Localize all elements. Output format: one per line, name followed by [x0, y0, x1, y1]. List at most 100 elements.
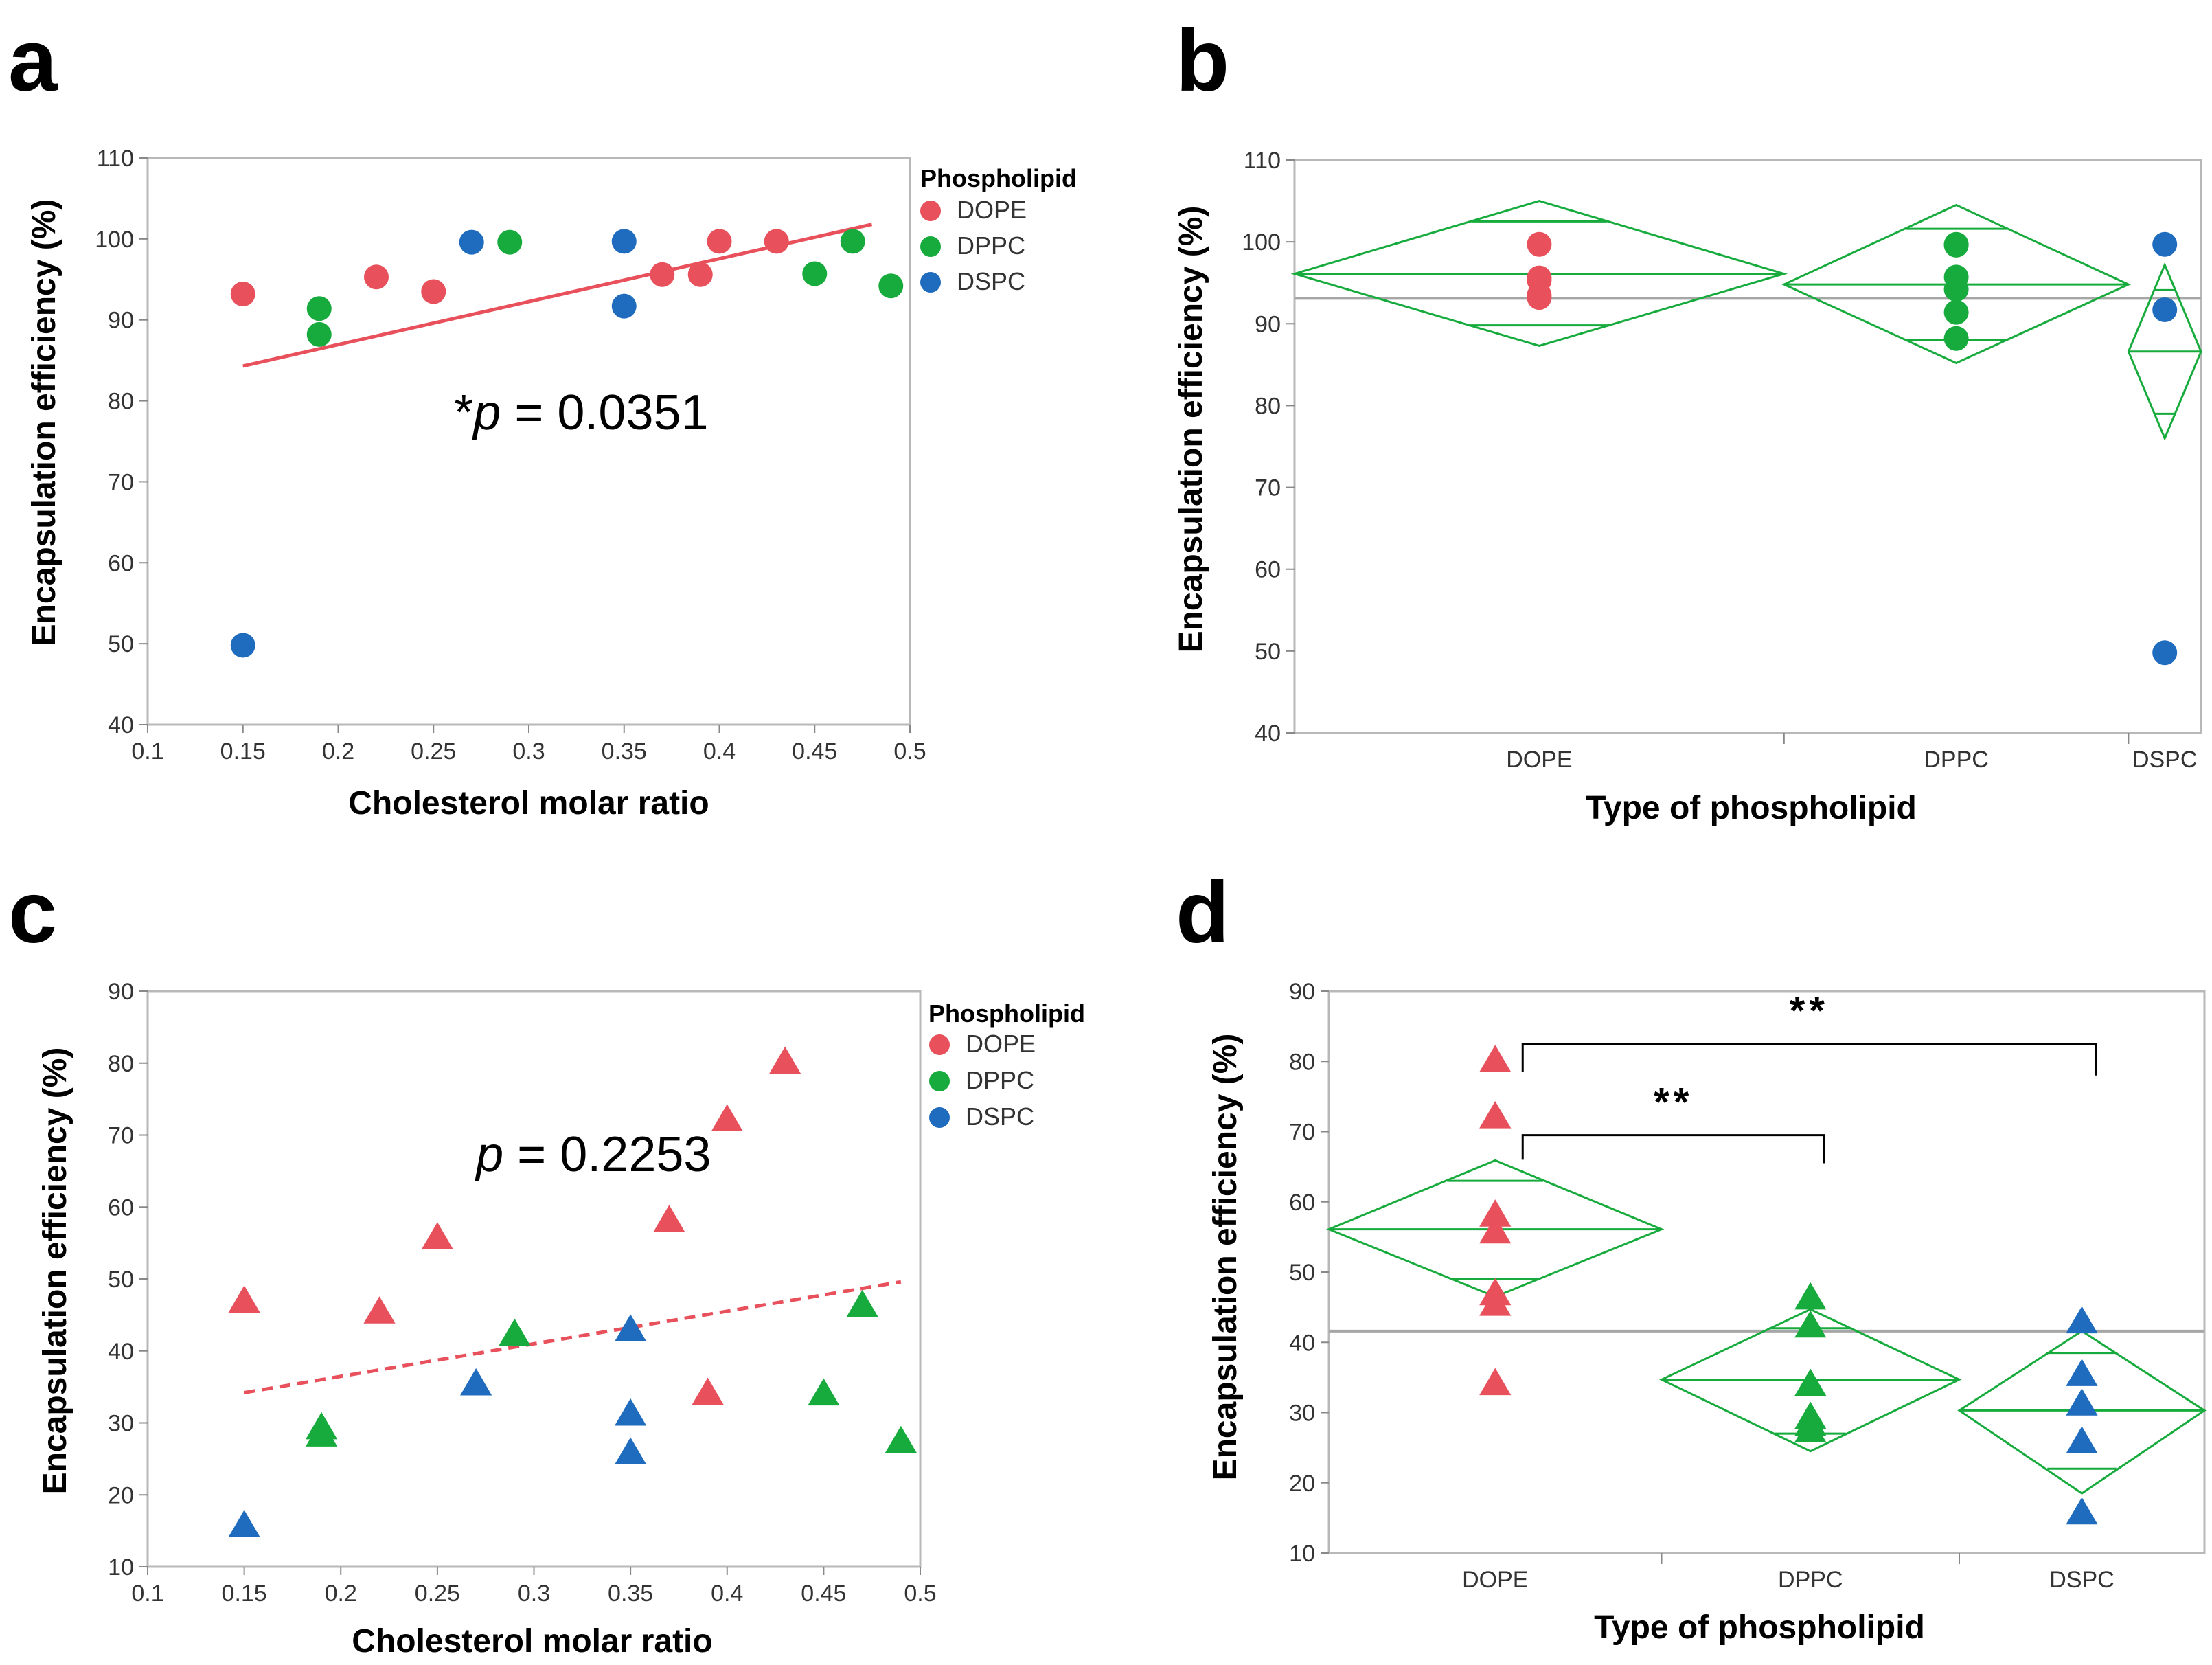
- data-point-dope: [1479, 1199, 1512, 1227]
- y-axis-title-a: Encapsulation efficiency (%): [26, 199, 62, 646]
- data-point-dspc: [228, 1510, 260, 1537]
- p-value-p-a: p: [472, 385, 501, 440]
- data-point-dope: [1527, 231, 1552, 257]
- data-point-dppc: [306, 1419, 338, 1447]
- legend-label-dope: DOPE: [957, 196, 1027, 224]
- data-point-dppc: [846, 1289, 878, 1317]
- y-tick-label: 80: [1289, 1049, 1315, 1075]
- y-tick-label: 20: [108, 1482, 134, 1508]
- data-point-dope: [421, 1222, 453, 1249]
- x-tick-label: 0.2: [325, 1581, 357, 1607]
- y-tick-label: 90: [1255, 311, 1281, 337]
- x-tick-label: 0.3: [518, 1581, 550, 1607]
- data-point-dspc: [2152, 640, 2178, 666]
- y-tick-label: 60: [108, 550, 134, 576]
- x-category-label-dppc: DPPC: [1924, 747, 1988, 773]
- y-tick-label: 80: [1255, 393, 1281, 419]
- data-point-dspc: [2066, 1388, 2098, 1416]
- y-tick-label: 70: [108, 469, 134, 495]
- x-axis-title-b: Type of phospholipid: [1586, 790, 1917, 826]
- data-point-dope: [1527, 285, 1552, 310]
- y-tick-label: 70: [1289, 1120, 1315, 1146]
- p-value-star-a: *: [454, 385, 473, 440]
- data-point-dppc: [885, 1425, 917, 1453]
- data-point-dppc: [497, 229, 523, 255]
- y-tick-label: 60: [108, 1194, 134, 1221]
- data-point-dppc: [878, 273, 904, 299]
- legend-marker-dppc: [929, 1071, 950, 1091]
- panel-b: b 40 50 60 70 80 90 100 110 DOPE DPPC DSPC Type of…: [1173, 12, 2202, 826]
- x-category-label-dspc: DSPC: [2049, 1567, 2114, 1593]
- y-tick-label: 50: [108, 631, 134, 657]
- legend-label-dope: DOPE: [966, 1030, 1036, 1058]
- data-point-dppc: [1943, 232, 1969, 258]
- y-tick-label: 40: [1255, 721, 1281, 747]
- p-value-text-c: = 0.2253: [503, 1127, 711, 1182]
- data-points-c: [228, 1046, 917, 1537]
- data-point-dspc: [2066, 1359, 2098, 1386]
- panel-a: a 40 50 60 70 80 90 100 110 0.1 0.15 0.2 0.25 0.3 0.3…: [8, 12, 1077, 822]
- plot-frame-b: [1293, 159, 2202, 734]
- y-tick-label: 30: [108, 1411, 134, 1437]
- significance-bracket: **: [1521, 989, 2097, 1076]
- x-category-label-dppc: DPPC: [1778, 1567, 1843, 1593]
- y-axis-title-c: Encapsulation efficiency (%): [37, 1047, 73, 1495]
- y-tick-label: 50: [108, 1267, 134, 1293]
- x-axis-title-a: Cholesterol molar ratio: [348, 785, 709, 822]
- legend-c: DOPE DPPC DSPC: [929, 1030, 1036, 1131]
- bracket-line: [1521, 1043, 2097, 1076]
- legend-title-c: Phospholipid: [928, 999, 1085, 1028]
- p-value-p-c: p: [475, 1127, 503, 1182]
- data-point-dope: [364, 264, 389, 290]
- axis-ticks-b: 40 50 60 70 80 90 100 110 DOPE DPPC DSPC: [1242, 148, 2197, 773]
- p-value-text-a: = 0.0351: [501, 385, 708, 440]
- data-point-dope: [1479, 1101, 1512, 1129]
- data-points-a: [230, 223, 904, 658]
- data-point-dppc: [306, 321, 332, 347]
- x-tick-label: 0.2: [322, 738, 354, 764]
- y-tick-label: 90: [108, 308, 134, 334]
- legend-marker-dspc: [920, 272, 941, 293]
- panel-label-b: b: [1176, 12, 1229, 110]
- data-point-dope: [764, 229, 789, 254]
- data-point-dppc: [1794, 1415, 1827, 1442]
- y-tick-label: 80: [108, 1051, 134, 1077]
- y-tick-label: 70: [1255, 475, 1281, 501]
- x-tick-label: 0.45: [801, 1581, 846, 1607]
- axis-ticks-d: 10 20 30 40 50 60 70 80 90 DOPE DPPC DSPC: [1289, 979, 2114, 1593]
- panel-label-c: c: [8, 863, 57, 962]
- data-point-dope: [363, 1296, 396, 1324]
- data-point-dppc: [1794, 1282, 1827, 1310]
- legend-title-a: Phospholipid: [920, 164, 1077, 192]
- y-tick-label: 110: [97, 146, 134, 172]
- data-point-dppc: [1943, 299, 1969, 325]
- x-tick-label: 0.45: [792, 738, 837, 764]
- y-axis-title-b: Encapsulation efficiency (%): [1173, 206, 1209, 653]
- data-point-dspc: [2066, 1426, 2098, 1454]
- data-point-dope: [230, 282, 255, 306]
- legend-label-dspc: DSPC: [957, 267, 1025, 295]
- data-point-dspc: [611, 293, 637, 319]
- x-tick-label: 0.3: [512, 738, 545, 764]
- x-tick-label: 0.15: [222, 1581, 267, 1607]
- y-tick-label: 50: [1255, 639, 1281, 665]
- data-point-dspc: [2152, 231, 2178, 257]
- data-point-dppc: [808, 1378, 840, 1406]
- data-point-dspc: [2152, 297, 2178, 323]
- x-tick-label: 0.4: [703, 738, 736, 764]
- panel-d: d 10 20 30 40 50 60 70 80 90 DOPE DPPC DSPC ** ** Ty…: [1176, 863, 2207, 1646]
- axis-ticks-c: 10 20 30 40 50 60 70 80 90 0.1 0.15 0.2 0.25 0.3 0.35 0…: [108, 979, 936, 1607]
- y-tick-label: 40: [108, 1339, 134, 1365]
- x-axis-title-c: Cholesterol molar ratio: [352, 1623, 712, 1660]
- data-point-dope: [707, 229, 732, 254]
- data-point-dope: [1479, 1045, 1512, 1072]
- data-point-dspc: [611, 229, 637, 254]
- data-point-dppc: [802, 261, 828, 286]
- data-point-dope: [650, 262, 675, 287]
- axis-ticks-a: 40 50 60 70 80 90 100 110 0.1 0.15 0.2 0.25 0.3 0.35 0…: [95, 146, 926, 764]
- p-value-annotation-c: p = 0.2253: [475, 1127, 711, 1182]
- x-tick-label: 0.5: [893, 738, 926, 764]
- x-tick-label: 0.25: [415, 1581, 460, 1607]
- data-point-dppc: [1794, 1368, 1827, 1396]
